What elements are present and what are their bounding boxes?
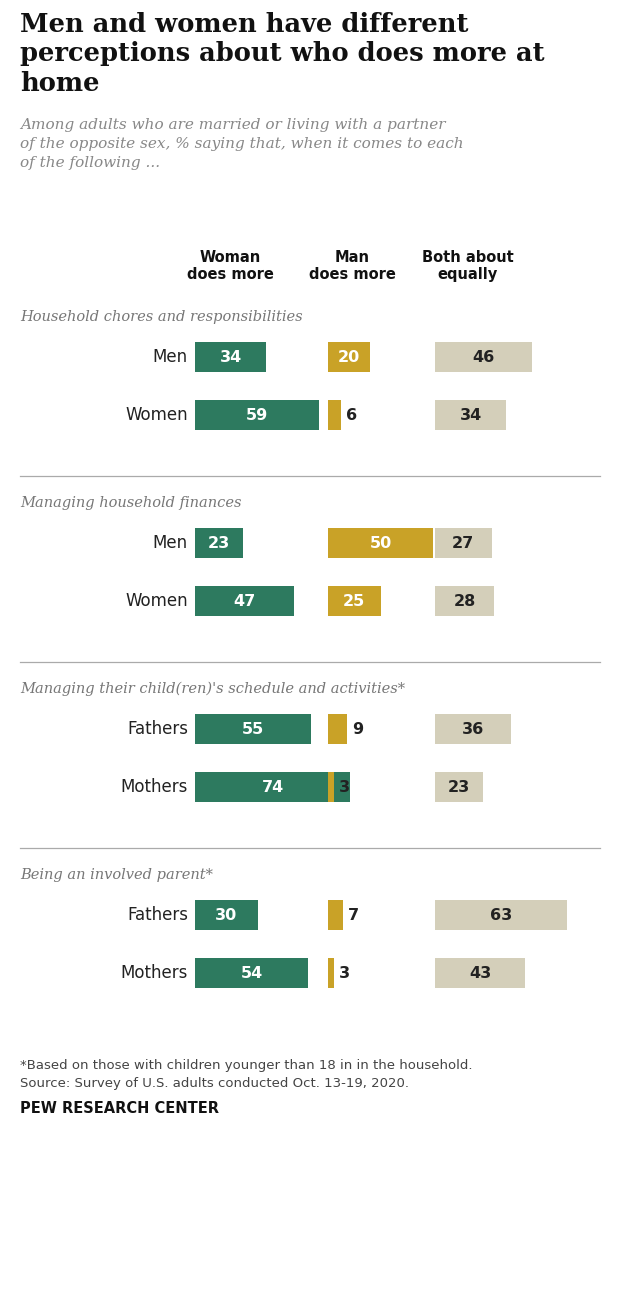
Bar xyxy=(195,528,243,558)
Text: Household chores and responsibilities: Household chores and responsibilities xyxy=(20,311,303,324)
Text: 34: 34 xyxy=(219,350,242,365)
Bar xyxy=(328,900,343,930)
Text: 25: 25 xyxy=(343,594,365,608)
Bar xyxy=(435,342,531,372)
Text: 50: 50 xyxy=(370,536,392,550)
Text: 27: 27 xyxy=(452,536,474,550)
Text: Man
does more: Man does more xyxy=(309,250,396,283)
Text: 28: 28 xyxy=(453,594,476,608)
Text: Men: Men xyxy=(153,534,188,551)
Bar xyxy=(195,900,258,930)
Text: 6: 6 xyxy=(345,408,356,422)
Bar xyxy=(328,342,370,372)
Text: Woman
does more: Woman does more xyxy=(187,250,273,283)
Bar xyxy=(328,528,433,558)
Bar xyxy=(435,772,484,801)
Text: Both about
equally: Both about equally xyxy=(422,250,514,283)
Bar xyxy=(195,958,308,988)
Text: Women: Women xyxy=(125,407,188,424)
Text: Among adults who are married or living with a partner
of the opposite sex, % say: Among adults who are married or living w… xyxy=(20,118,464,170)
Bar xyxy=(435,958,525,988)
Text: 9: 9 xyxy=(352,721,363,737)
Text: 74: 74 xyxy=(262,779,284,795)
Text: 43: 43 xyxy=(469,966,491,980)
Text: Mothers: Mothers xyxy=(121,778,188,796)
Bar xyxy=(435,586,494,616)
Text: 23: 23 xyxy=(448,779,471,795)
Bar xyxy=(195,400,319,430)
Bar xyxy=(328,772,334,801)
Text: Women: Women xyxy=(125,592,188,611)
Bar xyxy=(328,715,347,744)
Bar xyxy=(195,586,294,616)
Bar xyxy=(435,400,507,430)
Text: *Based on those with children younger than 18 in in the household.
Source: Surve: *Based on those with children younger th… xyxy=(20,1059,472,1090)
Text: Managing their child(ren)'s schedule and activities*: Managing their child(ren)'s schedule and… xyxy=(20,682,405,696)
Text: 55: 55 xyxy=(242,721,264,737)
Bar xyxy=(435,715,511,744)
Bar xyxy=(435,900,567,930)
Text: 3: 3 xyxy=(339,966,350,980)
Text: 30: 30 xyxy=(215,908,237,923)
Text: 20: 20 xyxy=(338,350,360,365)
Text: Mothers: Mothers xyxy=(121,965,188,982)
Text: 47: 47 xyxy=(233,594,255,608)
Bar xyxy=(195,342,267,372)
Text: Managing household finances: Managing household finances xyxy=(20,496,242,511)
Text: 7: 7 xyxy=(348,908,359,923)
Bar xyxy=(435,528,492,558)
Bar xyxy=(328,400,340,430)
Bar xyxy=(328,958,334,988)
Text: 34: 34 xyxy=(459,408,482,422)
Text: Being an involved parent*: Being an involved parent* xyxy=(20,869,213,882)
Text: 54: 54 xyxy=(241,966,263,980)
Text: Fathers: Fathers xyxy=(127,720,188,738)
Text: 63: 63 xyxy=(490,908,512,923)
Text: Fathers: Fathers xyxy=(127,905,188,924)
Text: 59: 59 xyxy=(246,408,268,422)
Text: 3: 3 xyxy=(339,779,350,795)
Bar xyxy=(328,586,381,616)
Bar xyxy=(195,715,311,744)
Text: 46: 46 xyxy=(472,350,494,365)
Text: PEW RESEARCH CENTER: PEW RESEARCH CENTER xyxy=(20,1101,219,1116)
Text: Men: Men xyxy=(153,347,188,366)
Text: 23: 23 xyxy=(208,536,230,550)
Text: 36: 36 xyxy=(462,721,484,737)
Text: Men and women have different
perceptions about who does more at
home: Men and women have different perceptions… xyxy=(20,12,544,96)
Bar xyxy=(195,772,350,801)
